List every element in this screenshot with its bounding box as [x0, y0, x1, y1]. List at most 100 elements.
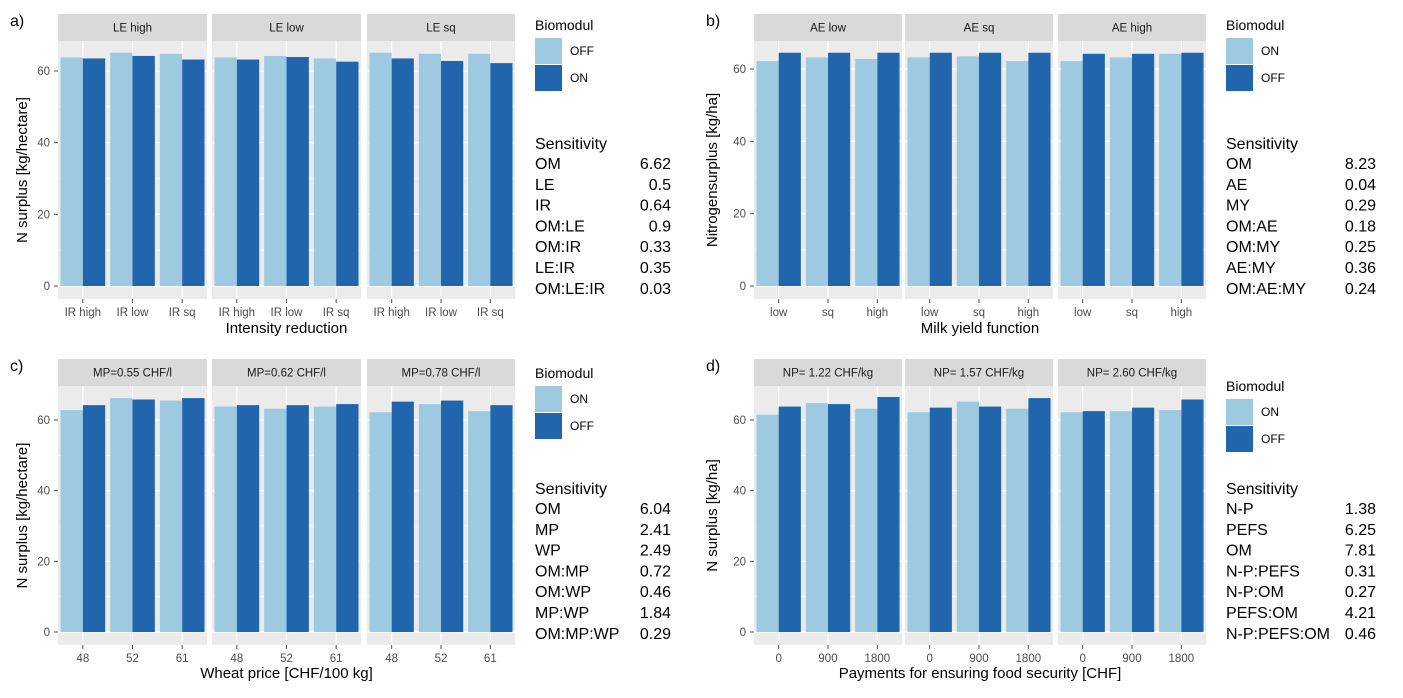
x-tick-label: 900 [1122, 653, 1141, 665]
sensitivity-term: IR [535, 198, 551, 215]
bar [391, 58, 414, 287]
bar [1159, 410, 1182, 632]
y-tick-label: 0 [44, 627, 50, 639]
facet-strip [1058, 359, 1206, 386]
bar [979, 52, 1002, 286]
sensitivity-value: 1.84 [640, 605, 671, 622]
facet-strip [367, 359, 515, 386]
facet-strip-label: MP=0.62 CHF/l [247, 368, 326, 380]
x-tick-label: 48 [385, 653, 398, 665]
facet: NP= 1.22 CHF/kg 0 900 1800 [754, 359, 902, 665]
bar [336, 61, 359, 286]
x-tick-label: sq [973, 307, 985, 319]
facet-strip [905, 359, 1053, 386]
bar [1082, 411, 1105, 632]
bar [1082, 53, 1105, 287]
bar [468, 411, 491, 632]
y-axis-title: N surplus [kg/hectare] [14, 97, 31, 243]
panel-label: c) [10, 358, 23, 375]
facet: NP= 2.60 CHF/kg 0 900 1800 [1058, 359, 1206, 665]
x-tick-label: IR sq [477, 307, 504, 319]
facet-strip-label: LE sq [426, 23, 455, 35]
bar [468, 53, 491, 286]
bar [418, 404, 441, 632]
bar [159, 400, 183, 632]
bar [1159, 53, 1182, 287]
bar [132, 55, 155, 287]
sensitivity-term: OM:AE:MY [1226, 281, 1306, 298]
bar [313, 406, 337, 632]
sensitivity-title: Sensitivity [1226, 136, 1298, 153]
bar [1060, 61, 1083, 286]
y-axis-title: N surplus [kg/ha] [704, 459, 721, 572]
sensitivity-value: 0.27 [1345, 584, 1376, 601]
sensitivity-value: 0.31 [1345, 563, 1376, 580]
y-tick-label: 40 [733, 136, 746, 148]
x-tick-label: 0 [775, 653, 781, 665]
sensitivity-term: OM:MP [535, 563, 589, 580]
sensitivity-value: 0.25 [1345, 239, 1376, 256]
bar [418, 53, 441, 286]
bar [236, 405, 260, 632]
sensitivity-value: 0.04 [1345, 177, 1376, 194]
bar [956, 56, 979, 286]
bar [907, 57, 930, 286]
sensitivity-value: 7.81 [1345, 543, 1376, 560]
sensitivity-value: 6.04 [640, 501, 671, 518]
panel-c: c) N surplus [kg/hectare] 0 20 40 60 MP=0.55 C… [10, 358, 671, 682]
x-tick-label: 900 [969, 653, 988, 665]
bar [805, 57, 828, 286]
x-tick-label: IR low [117, 307, 150, 319]
legend-label: ON [1261, 405, 1279, 419]
bar [929, 52, 952, 286]
bar [828, 52, 851, 286]
sensitivity-value: 0.9 [649, 218, 671, 235]
sensitivity-title: Sensitivity [1226, 481, 1298, 498]
x-tick-label: 52 [435, 653, 448, 665]
sensitivity-value: 0.24 [1345, 281, 1376, 298]
legend-title: Biomodul [1226, 17, 1284, 33]
sensitivity-value: 0.29 [1345, 198, 1376, 215]
sensitivity-title: Sensitivity [535, 481, 607, 498]
y-tick-label: 60 [37, 66, 50, 78]
x-tick-label: IR sq [323, 307, 350, 319]
bar [1181, 52, 1204, 286]
bar [1181, 399, 1204, 632]
facet-strip [212, 359, 361, 386]
facet: NP= 1.57 CHF/kg 0 900 1800 [905, 359, 1053, 665]
x-tick-label: 1800 [865, 653, 891, 665]
legend: Biomodul ON OFF [535, 365, 594, 439]
bar [756, 61, 779, 286]
y-tick-label: 40 [37, 486, 50, 498]
sensitivity-value: 6.25 [1345, 522, 1376, 539]
sensitivity-term: PEFS [1226, 522, 1268, 539]
sensitivity-value: 0.36 [1345, 260, 1376, 277]
legend: Biomodul OFF ON [535, 17, 594, 91]
bar [929, 407, 952, 632]
x-tick-label: 61 [330, 653, 343, 665]
bar [979, 406, 1002, 632]
bar [110, 398, 133, 632]
facet-strip [367, 14, 515, 41]
bar [855, 408, 878, 632]
sensitivity-term: LE [535, 177, 555, 194]
x-tick-label: IR high [219, 307, 255, 319]
sensitivity-term: AE:MY [1226, 260, 1276, 277]
sensitivity-title: Sensitivity [535, 136, 607, 153]
bar [369, 412, 392, 632]
bar [214, 406, 237, 632]
bar [391, 401, 414, 632]
facet-strip-label: NP= 1.57 CHF/kg [934, 368, 1024, 380]
x-axis-title: Intensity reduction [226, 320, 348, 337]
x-tick-label: 48 [76, 653, 89, 665]
x-tick-label: 48 [230, 653, 243, 665]
sensitivity-value: 0.46 [1345, 626, 1376, 643]
sensitivity-term: PEFS:OM [1226, 605, 1298, 622]
facet-strip [905, 14, 1053, 41]
bar [60, 410, 83, 632]
x-tick-label: 1800 [1169, 653, 1195, 665]
sensitivity-term: LE:IR [535, 260, 575, 277]
sensitivity-value: 0.35 [640, 260, 671, 277]
bar [490, 405, 513, 632]
